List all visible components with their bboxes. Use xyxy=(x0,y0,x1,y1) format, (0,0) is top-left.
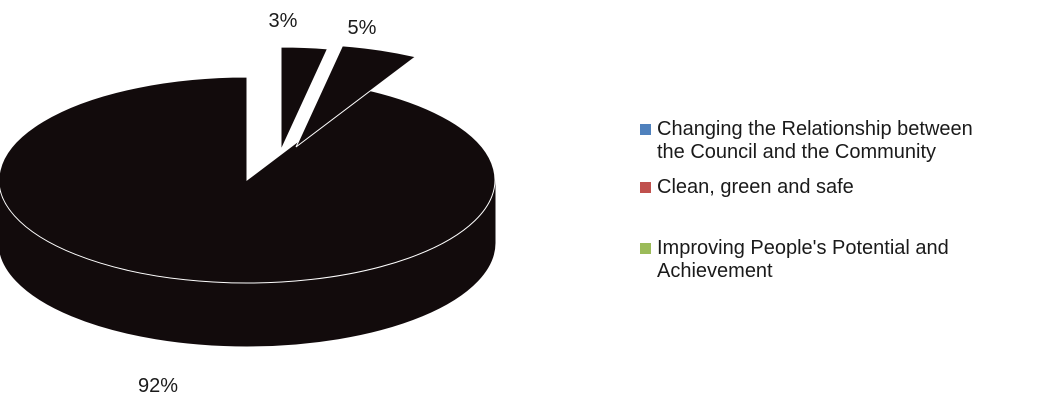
pie-slice xyxy=(0,76,496,347)
chart-legend: Changing the Relationship between the Co… xyxy=(639,118,1039,283)
legend-label-line-1: Changing the Relationship between xyxy=(657,118,973,140)
legend-item: Improving People's Potential and Achieve… xyxy=(639,237,1039,283)
pie-slice xyxy=(280,46,329,151)
legend-label-line-1: Improving People's Potential and xyxy=(657,237,949,259)
legend-swatch xyxy=(640,124,651,135)
legend-swatch xyxy=(640,243,651,254)
pie-data-label: 92% xyxy=(138,375,178,397)
pie-slice-top xyxy=(295,45,417,148)
pie-data-label: 3% xyxy=(269,10,298,32)
legend-label-line-2: the Council and the Community xyxy=(657,141,937,163)
legend-label-line-2: Achievement xyxy=(657,260,773,282)
pie-slice-top xyxy=(280,46,329,151)
pie-slice xyxy=(295,45,417,148)
pie-slice-top xyxy=(0,76,496,284)
pie-data-label: 5% xyxy=(348,17,377,39)
legend-label-line-1: Clean, green and safe xyxy=(657,176,854,198)
legend-swatch xyxy=(640,182,651,193)
legend-item: Changing the Relationship between the Co… xyxy=(639,118,1039,164)
legend-item: Clean, green and safe xyxy=(639,176,1039,199)
